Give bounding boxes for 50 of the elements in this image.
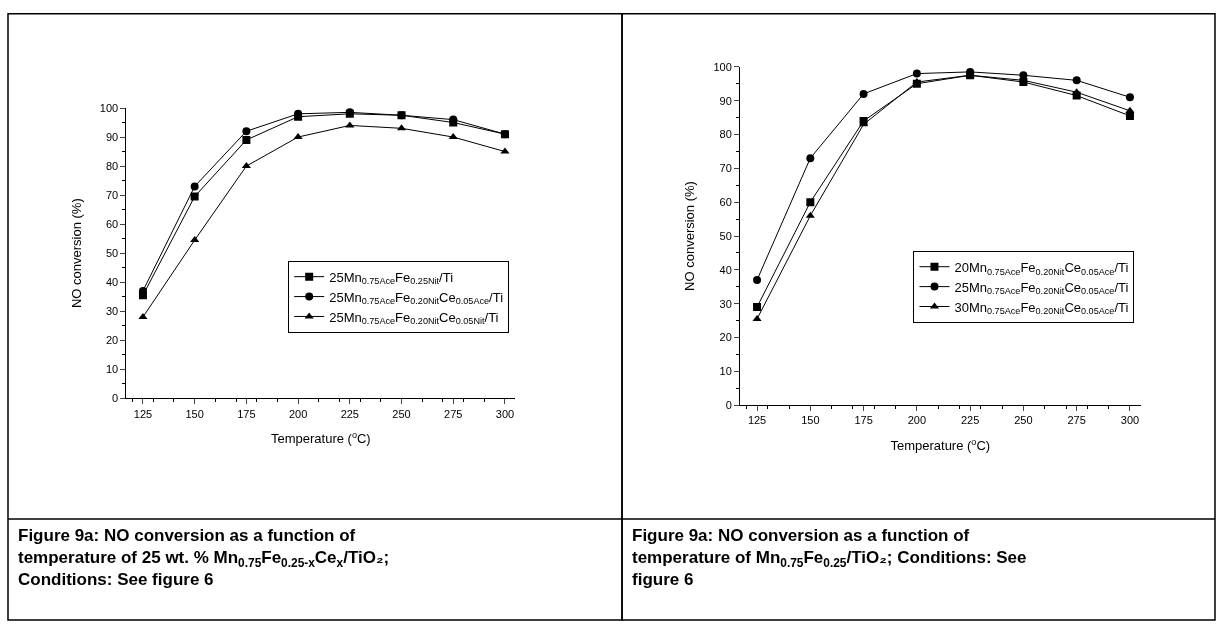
y-tick-label: 30 <box>719 297 732 310</box>
y-tick-label: 60 <box>105 217 119 230</box>
y-tick-label: 30 <box>105 305 119 318</box>
x-tick-label: 175 <box>854 414 873 427</box>
y-tick-label: 100 <box>713 60 732 73</box>
y-tick-label: 50 <box>105 247 119 260</box>
y-tick-label: 20 <box>105 334 119 347</box>
legend-label: 30Mn$_{0.75Ace}$Fe$_{0.20Nit}$Ce$_{0.05Ace}$/Ti <box>954 299 1129 317</box>
y-tick-label: 70 <box>719 162 732 175</box>
legend-label: 20Mn$_{0.75Ace}$Fe$_{0.20Nit}$Ce$_{0.05Ace}$/Ti <box>954 259 1129 277</box>
x-tick-label: 300 <box>495 407 515 420</box>
y-axis-title: NO conversion (%) <box>68 198 84 309</box>
text: Figure 9a: NO conversion as a function of temperature of Mn$_{0.75}$Fe$_{0.25}$/TiO₂; Conditions: See figure 6 <box>632 526 1027 590</box>
y-tick-label: 20 <box>719 331 732 344</box>
legend-label: 25Mn$_{0.75Ace}$Fe$_{0.20Nit}$Ce$_{0.05Ace}$/Ti <box>329 289 504 307</box>
x-tick-label: 225 <box>960 414 980 427</box>
y-tick-label: 100 <box>99 101 119 114</box>
y-tick-label: 40 <box>105 276 119 289</box>
x-tick-label: 175 <box>237 407 256 420</box>
x-tick-label: 225 <box>340 407 359 420</box>
x-tick-label: 150 <box>801 414 820 427</box>
y-tick-label: 10 <box>719 365 732 378</box>
x-axis-title: Temperature ($^{o}$C) <box>890 436 991 453</box>
x-tick-label: 200 <box>288 407 308 420</box>
y-tick-label: 0 <box>112 392 119 405</box>
y-tick-label: 10 <box>105 363 119 376</box>
x-tick-label: 125 <box>133 407 153 420</box>
x-tick-label: 300 <box>1120 414 1140 427</box>
x-tick-label: 200 <box>907 414 927 427</box>
y-tick-label: 50 <box>719 229 732 242</box>
legend-label: 25Mn$_{0.75Ace}$Fe$_{0.20Nit}$Ce$_{0.05Nit}$/Ti <box>329 309 499 327</box>
text: Figure 9a: NO conversion as a function of temperature of 25 wt. % Mn$_{0.75}$Fe$_{0.25-x}$Ce$_{x}$/TiO₂; Conditions: See figure 6 <box>18 526 390 590</box>
y-tick-label: 90 <box>719 94 732 107</box>
y-tick-label: 40 <box>719 263 732 276</box>
legend-label: 25Mn$_{0.75Ace}$Fe$_{0.20Nit}$Ce$_{0.05Ace}$/Ti <box>954 279 1129 297</box>
x-tick-label: 125 <box>747 414 767 427</box>
y-tick-label: 80 <box>105 159 119 172</box>
y-tick-label: 60 <box>719 196 732 209</box>
x-tick-label: 275 <box>1067 414 1086 427</box>
y-tick-label: 80 <box>719 128 732 141</box>
x-tick-label: 275 <box>444 407 463 420</box>
y-axis-title: NO conversion (%) <box>682 181 698 291</box>
y-tick-label: 90 <box>105 130 119 143</box>
y-tick-label: 70 <box>105 188 119 201</box>
x-tick-label: 250 <box>392 407 411 420</box>
legend-label: 25Mn$_{0.75Ace}$Fe$_{0.25Nit}$/Ti <box>329 269 454 287</box>
x-axis-title: Temperature ($^{o}$C) <box>271 429 371 447</box>
x-tick-label: 150 <box>185 407 204 420</box>
x-tick-label: 250 <box>1014 414 1033 427</box>
y-tick-label: 0 <box>725 399 732 412</box>
